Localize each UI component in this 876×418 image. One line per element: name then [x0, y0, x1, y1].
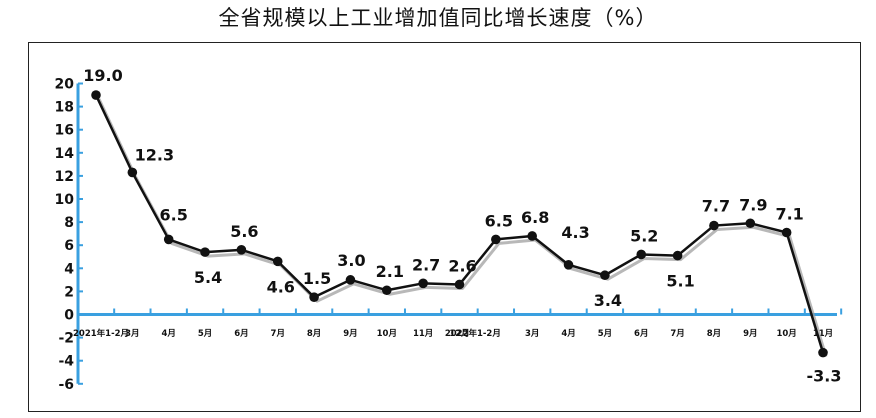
data-label: 6.8	[521, 208, 549, 227]
data-point	[236, 245, 247, 255]
x-tick-label: 2021年1-2月	[73, 328, 129, 339]
x-tick-label: 9月	[743, 329, 757, 339]
data-point	[91, 90, 101, 100]
data-point	[636, 249, 647, 260]
y-tick-label: 6	[64, 238, 74, 254]
data-point	[418, 278, 428, 289]
data-point	[563, 260, 574, 270]
data-point	[163, 234, 174, 245]
data-label: 19.0	[83, 66, 122, 85]
y-tick-label: -2	[58, 331, 74, 347]
data-point	[491, 234, 501, 245]
x-tick-label: 6月	[234, 329, 248, 339]
x-tick-label: 11月	[413, 329, 433, 339]
data-point	[745, 218, 756, 229]
x-tick-label: 11月	[813, 329, 833, 339]
chart-title: 全省规模以上工业增加值同比增长速度（%）	[218, 6, 658, 30]
x-tick-label: 6月	[634, 329, 648, 339]
x-tick-label: 3月	[125, 329, 139, 339]
data-point	[200, 247, 210, 257]
data-label: 6.5	[485, 211, 513, 230]
data-label: 12.3	[135, 145, 174, 164]
data-point	[781, 227, 792, 238]
x-tick-label: 9月	[343, 329, 357, 339]
y-tick-label: 12	[55, 169, 74, 185]
data-point	[127, 167, 138, 178]
data-point	[527, 231, 537, 241]
data-point	[672, 250, 683, 261]
x-tick-label: 7月	[670, 329, 684, 339]
data-label: 3.0	[337, 251, 365, 270]
data-label: 5.6	[230, 222, 258, 241]
y-tick-label: 4	[64, 261, 74, 277]
data-label: 2.6	[448, 256, 476, 275]
data-point	[382, 285, 392, 296]
data-point	[709, 220, 719, 231]
y-tick-label: 16	[55, 123, 74, 139]
data-label: 4.3	[561, 223, 589, 242]
chart-frame	[28, 42, 861, 412]
data-point	[272, 256, 283, 267]
data-label: 3.4	[594, 291, 622, 310]
series-line-shadow	[97, 98, 828, 358]
data-label: 5.1	[666, 272, 694, 291]
y-tick-label: 14	[55, 146, 75, 162]
y-tick-label: -6	[58, 377, 74, 393]
data-label: 7.9	[739, 195, 767, 214]
y-tick-label: 20	[55, 77, 75, 93]
x-tick-label: 10月	[377, 329, 397, 339]
data-label: 5.2	[630, 226, 658, 245]
data-label: 2.7	[412, 255, 440, 274]
data-label: 2.1	[376, 262, 404, 281]
data-label: 7.7	[702, 197, 730, 216]
x-tick-label: 7月	[271, 329, 285, 339]
data-label: 6.5	[160, 205, 188, 224]
data-label: 4.6	[267, 277, 295, 296]
y-tick-label: 2	[64, 284, 74, 300]
y-tick-label: -4	[58, 354, 74, 370]
y-tick-label: 0	[64, 308, 74, 324]
x-tick-label: 4月	[561, 329, 575, 339]
x-tick-label: 2022年1-2月	[445, 328, 501, 339]
data-label: 7.1	[775, 204, 803, 223]
y-tick-label: 10	[55, 192, 75, 208]
data-label: 5.4	[194, 268, 222, 287]
data-point	[454, 279, 465, 290]
x-tick-label: 8月	[307, 329, 321, 339]
x-tick-label: 5月	[598, 329, 612, 339]
x-tick-label: 5月	[198, 329, 212, 339]
y-tick-label: 18	[55, 100, 74, 116]
data-point	[309, 292, 319, 302]
x-tick-label: 4月	[161, 329, 175, 339]
x-tick-label: 3月	[525, 329, 539, 339]
y-tick-label: 8	[64, 215, 74, 231]
x-tick-label: 8月	[707, 329, 721, 339]
data-label: -3.3	[807, 367, 842, 386]
data-point	[345, 275, 356, 285]
data-point	[818, 347, 828, 358]
data-label: 1.5	[303, 269, 331, 288]
x-tick-label: 10月	[776, 329, 796, 339]
x-tick-label: 12月	[449, 329, 469, 339]
data-point	[600, 270, 610, 281]
